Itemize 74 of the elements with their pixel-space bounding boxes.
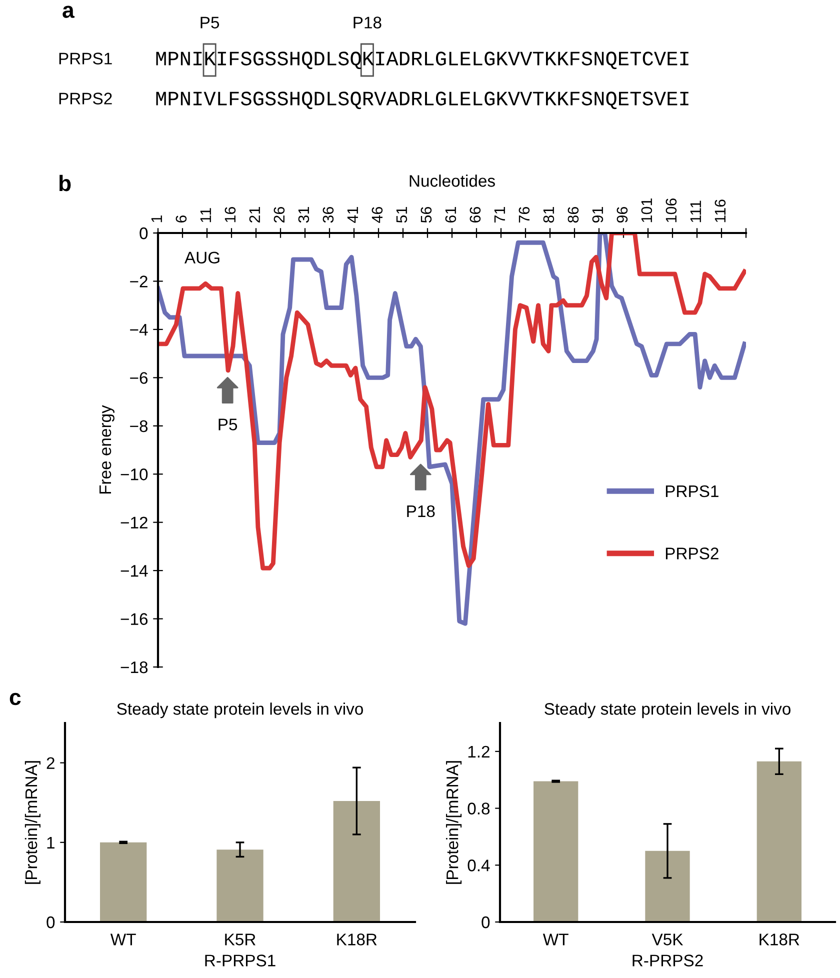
- y-tick-label: 1.2: [468, 746, 490, 758]
- legend-label: PRPS1: [666, 485, 718, 498]
- x-tick-label: 101: [641, 198, 652, 222]
- bar: [333, 801, 380, 922]
- x-axis-title: Nucleotides: [410, 174, 495, 187]
- y-tick-label: 2: [46, 757, 54, 769]
- y-tick-label: −2: [130, 276, 148, 288]
- x-tick-label: 106: [666, 198, 677, 222]
- x-tick-label: 86: [568, 206, 579, 223]
- x-tick-label: 46: [372, 206, 383, 223]
- x-tick-label: 21: [249, 207, 260, 223]
- x-tick-label: 11: [200, 208, 211, 222]
- text: b: [60, 174, 71, 192]
- x-tick-label: 91: [592, 207, 604, 223]
- y-tick-label: −4: [130, 324, 148, 336]
- bar: [756, 761, 802, 922]
- y-tick-label: −16: [120, 613, 148, 625]
- x-tick-label: 76: [518, 206, 530, 222]
- y-axis-title: [Protein]/[mRNA]: [24, 761, 40, 884]
- chart-title: Steady state protein levels in vivo: [544, 702, 790, 718]
- y-tick-label: −18: [120, 661, 148, 674]
- y-tick-label: 0.8: [468, 802, 490, 814]
- text: P5: [200, 16, 220, 28]
- text: P18: [354, 16, 382, 28]
- text: MPNIVLFSGSSHQDLSQRVADRLGLELGKVVTKKFSNQETSVEI: [156, 92, 688, 110]
- x-tick-label: 71: [494, 207, 505, 222]
- y-tick-label: −10: [120, 468, 148, 480]
- annotation: P5: [218, 418, 238, 430]
- x-tick-label: 56: [420, 206, 432, 223]
- x-tick-label: 81: [543, 207, 554, 223]
- text: c: [10, 692, 21, 706]
- x-tick-label: 41: [347, 207, 358, 223]
- bar: [100, 842, 147, 922]
- x-tick-label: 66: [470, 206, 481, 222]
- category-label: PRPS2: [59, 92, 112, 104]
- y-axis-title: Free energy: [100, 405, 114, 494]
- bar: [534, 781, 578, 922]
- y-axis-title: [Protein]/[mRNA]: [446, 761, 462, 884]
- x-tick-label: 61: [445, 207, 456, 222]
- legend-label: PRPS2: [666, 548, 718, 560]
- x-tick-label: K18R: [760, 934, 800, 946]
- x-tick-label: WT: [110, 934, 136, 946]
- x-tick-label: WT: [542, 934, 568, 946]
- x-tick-label: 26: [274, 206, 285, 223]
- y-tick-label: 0: [46, 916, 55, 928]
- category-label: PRPS1: [59, 52, 112, 64]
- x-tick-label: 36: [322, 206, 334, 223]
- x-tick-label: K18R: [337, 934, 377, 946]
- x-tick-label: V5K: [652, 934, 684, 946]
- x-tick-label: K5R: [225, 934, 256, 946]
- x-tick-label: 111: [690, 200, 701, 222]
- y-tick-label: −6: [130, 372, 148, 384]
- x-axis-title: R-PRPS1: [205, 954, 276, 966]
- x-tick-label: 1: [151, 216, 162, 222]
- x-tick-label: 16: [224, 206, 236, 222]
- y-tick-label: 1: [47, 836, 54, 848]
- y-tick-label: −8: [130, 420, 148, 432]
- annotation: AUG: [184, 252, 220, 264]
- y-tick-label: 0: [482, 916, 490, 928]
- bar: [645, 850, 690, 922]
- bar: [216, 850, 264, 922]
- x-tick-label: 31: [298, 207, 310, 223]
- y-tick-label: −12: [120, 516, 148, 528]
- y-tick-label: −14: [120, 565, 148, 577]
- text: a: [62, 6, 74, 18]
- chart-title: Steady state protein levels in vivo: [117, 702, 363, 718]
- y-tick-label: 0: [140, 227, 148, 240]
- x-tick-label: 96: [616, 206, 628, 223]
- y-tick-label: 0.4: [468, 860, 490, 872]
- x-tick-label: 116: [714, 200, 726, 222]
- x-tick-label: 6: [176, 215, 187, 222]
- x-axis-title: R-PRPS2: [632, 954, 703, 966]
- annotation: P18: [407, 505, 435, 518]
- x-tick-label: 51: [396, 207, 408, 223]
